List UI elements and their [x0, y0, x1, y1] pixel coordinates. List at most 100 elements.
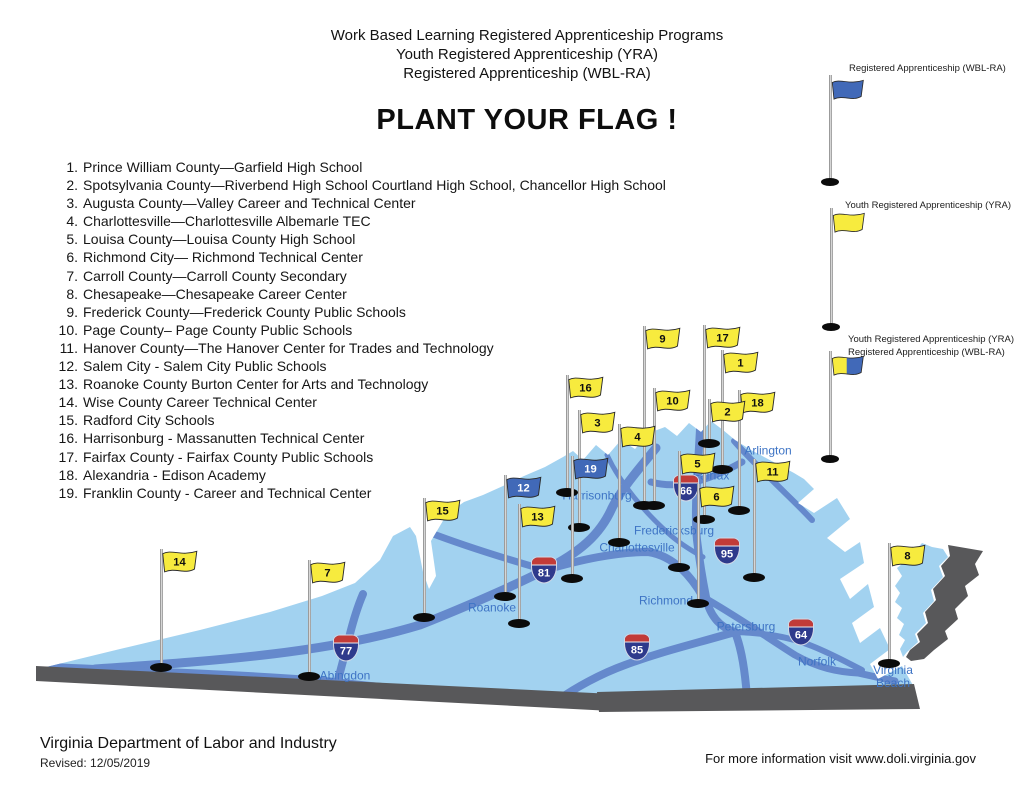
program-list-item: 15. Radford City Schools — [54, 411, 666, 429]
legend-flagpole — [830, 208, 833, 327]
yellow-flag-icon: 11 — [755, 460, 791, 483]
flag-number: 9 — [659, 333, 665, 345]
program-number: 11. — [59, 339, 78, 356]
highway-i81 — [90, 443, 661, 674]
legend-flagpole — [829, 75, 832, 182]
program-text: Charlottesville—Charlottesville Albemarl… — [83, 213, 371, 230]
split-flag-icon — [831, 355, 864, 376]
legend-label: Registered Apprenticeship (WBL-RA) — [849, 63, 1006, 74]
flagpole — [504, 475, 507, 596]
interstate-shield-icon: 64 — [788, 618, 814, 646]
flag-base — [508, 619, 530, 628]
program-list-item: 10. Page County– Page County Public Schoo… — [54, 321, 666, 339]
legend-flag-base — [821, 178, 839, 186]
flagpole — [753, 459, 756, 577]
program-text: Fairfax County - Fairfax County Public S… — [83, 448, 374, 465]
program-number: 5. — [66, 231, 78, 248]
program-number: 7. — [66, 267, 78, 284]
yellow-flag-icon: 13 — [520, 505, 556, 528]
program-number: 12. — [58, 358, 78, 375]
program-list-item: 11. Hanover County—The Hanover Center for… — [54, 339, 666, 357]
flagpole — [566, 375, 569, 492]
program-list-item: 14. Wise County Career Technical Center — [54, 393, 666, 411]
program-text: Louisa County—Louisa County High School — [83, 231, 356, 248]
interstate-shield-icon: 85 — [624, 633, 650, 661]
program-text: Augusta County—Valley Career and Technic… — [83, 195, 416, 212]
flag-base — [608, 538, 630, 547]
program-list-item: 6. Richmond City— Richmond Technical Cent… — [54, 248, 666, 266]
program-list-item: 4. Charlottesville—Charlottesville Albema… — [54, 212, 666, 230]
flag-base — [693, 515, 715, 524]
flag-number: 6 — [713, 491, 719, 503]
yellow-flag-icon: 16 — [568, 376, 604, 399]
interstate-number: 95 — [720, 548, 734, 561]
yellow-flag-icon: 10 — [655, 389, 691, 412]
flagpole — [160, 549, 163, 667]
program-text: Radford City Schools — [83, 412, 215, 429]
city-label: Petersburg — [716, 619, 776, 634]
flag-base — [711, 465, 733, 474]
shield-red-band — [532, 557, 556, 566]
program-text: Richmond City— Richmond Technical Center — [83, 249, 363, 266]
flag-number: 19 — [584, 463, 596, 475]
shield-red-band — [334, 635, 358, 644]
flag-number: 12 — [517, 482, 529, 494]
eastern-shore — [895, 543, 948, 657]
program-list-item: 2. Spotsylvania County—Riverbend High Sch… — [54, 176, 666, 194]
flag-base — [698, 439, 720, 448]
program-number: 9. — [66, 303, 78, 320]
program-number: 3. — [66, 195, 78, 212]
blue-flag-icon — [831, 79, 864, 100]
city-label: Arlington — [744, 443, 792, 458]
flag-number: 1 — [737, 357, 743, 369]
shield-red-band — [674, 475, 698, 484]
flagpole — [423, 498, 426, 617]
flagpole — [571, 456, 574, 578]
program-text: Prince William County—Garfield High Scho… — [83, 159, 363, 175]
city-label: Richmond — [638, 593, 694, 608]
program-number: 13. — [58, 376, 78, 393]
flag-number: 13 — [531, 511, 543, 523]
yellow-flag-icon: 2 — [710, 400, 746, 423]
yellow-flag-icon: 14 — [162, 550, 198, 573]
program-number: 10. — [58, 321, 78, 338]
map-base-edge-right — [597, 684, 920, 712]
interstate-number: 64 — [794, 629, 808, 642]
city-label: Virginia Beach — [873, 663, 913, 690]
flag-base — [743, 573, 765, 582]
flag-number: 2 — [724, 406, 730, 418]
legend-label: Registered Apprenticeship (WBL-RA) — [848, 346, 1005, 358]
flagpole — [738, 390, 741, 510]
legend-label: Youth Registered Apprenticeship (YRA) — [845, 200, 1011, 211]
program-text: Carroll County—Carroll County Secondary — [83, 267, 347, 284]
interstate-number: 66 — [679, 485, 693, 498]
program-text: Salem City - Salem City Public Schools — [83, 358, 327, 375]
legend-label: Youth Registered Apprenticeship (YRA) — [848, 334, 1014, 345]
program-number: 1. — [66, 159, 78, 175]
program-list-item: 8. Chesapeake—Chesapeake Career Center — [54, 285, 666, 303]
flagpole — [618, 424, 621, 542]
interstate-shield-icon: 77 — [333, 634, 359, 662]
flagpole — [653, 388, 656, 505]
program-list: 1. Prince William County—Garfield High Sc… — [54, 158, 666, 502]
program-text: Franklin County - Career and Technical C… — [83, 484, 372, 501]
program-list-item: 3. Augusta County—Valley Career and Techn… — [54, 194, 666, 212]
program-list-item: 7. Carroll County—Carroll County Secondar… — [54, 267, 666, 285]
flag-base — [150, 663, 172, 672]
program-list-item: 1. Prince William County—Garfield High Sc… — [54, 158, 666, 176]
program-number: 15. — [58, 412, 78, 429]
interstate-shield-icon: 66 — [673, 474, 699, 502]
flag-number: 10 — [666, 395, 678, 407]
flag-base — [878, 659, 900, 668]
flag-base — [494, 592, 516, 601]
map-base-edge-left — [36, 666, 614, 711]
yellow-flag-icon: 18 — [740, 391, 776, 414]
flag-number: 5 — [694, 458, 700, 470]
program-number: 19. — [58, 484, 78, 501]
program-text: Wise County Career Technical Center — [83, 394, 317, 411]
shield-red-band — [789, 619, 813, 628]
yellow-flag-icon: 8 — [890, 544, 926, 567]
page-title: PLANT YOUR FLAG ! — [376, 104, 678, 136]
program-list-item: 9. Frederick County—Frederick County Publ… — [54, 303, 666, 321]
